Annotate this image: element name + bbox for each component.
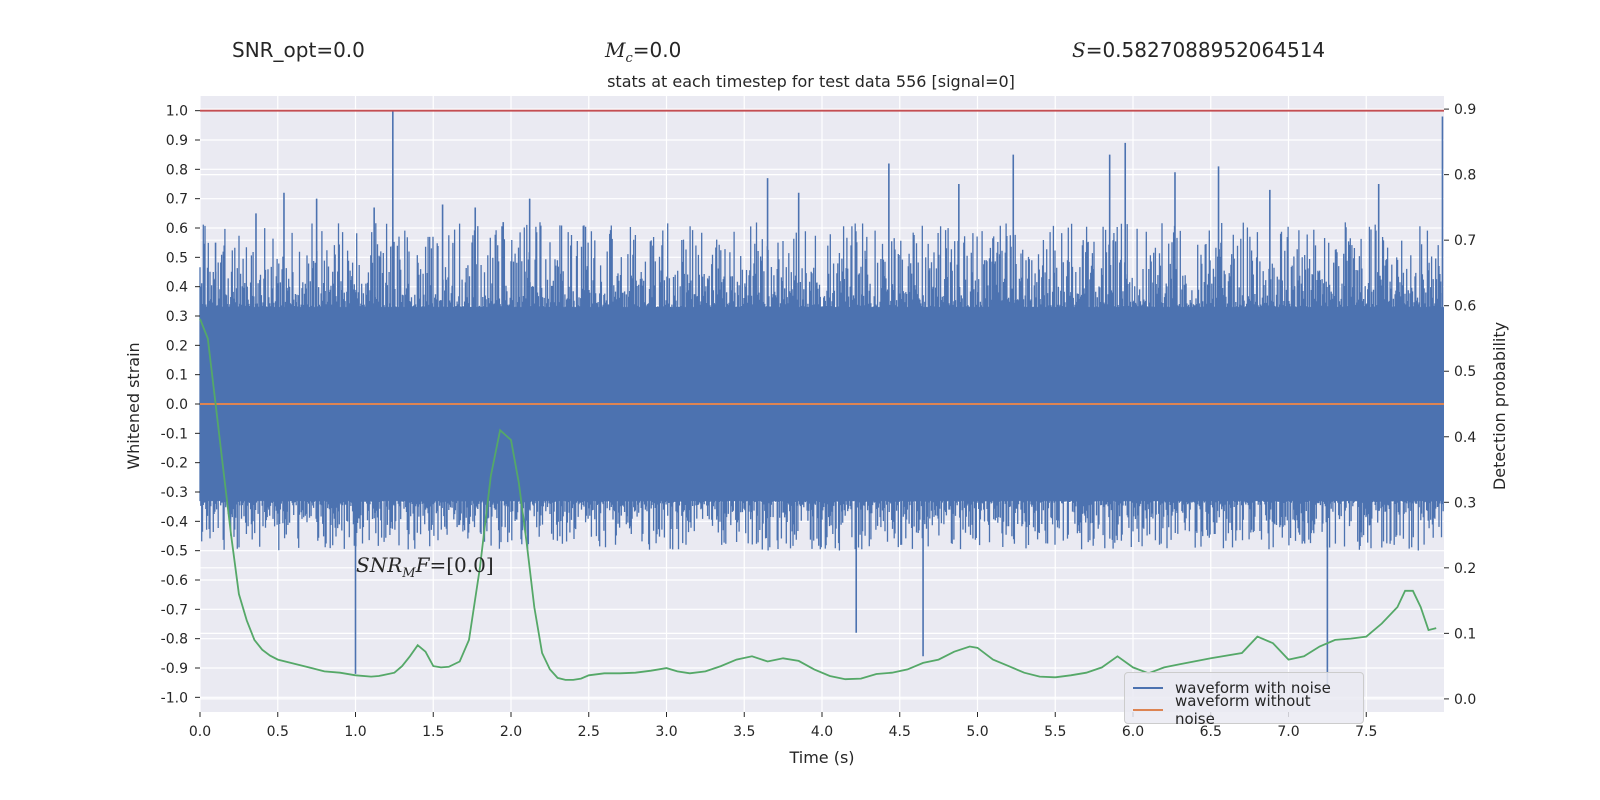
x-tick-label: 5.5 (1044, 724, 1066, 740)
legend-label-without-noise: waveform without noise (1174, 692, 1311, 728)
y-left-tick-labels: 1.0 0.9 0.8 0.7 0.6 0.5 0.4 0.3 0.2 0.1 0.0 -0.1 -0.… (161, 104, 200, 706)
y-left-axis-label: Whitened strain (124, 342, 143, 469)
y-right-tick-label: 0.6 (1454, 299, 1476, 315)
y-left-tick-label: 0.6 (166, 221, 188, 237)
y-left-tick-label: -0.4 (161, 514, 188, 530)
y-right-tick-label: 0.9 (1454, 102, 1476, 118)
x-tick-label: 0.5 (267, 724, 289, 740)
y-left-tick-label: 0.2 (166, 338, 188, 354)
y-right-tick-label: 0.0 (1454, 692, 1476, 708)
x-tick-label: 6.5 (1200, 724, 1222, 740)
y-right-tick-labels: 0.9 0.8 0.7 0.6 0.5 0.4 0.3 0.2 0.1 0.0 (1444, 102, 1476, 708)
y-right-axis-label: Detection probability (1490, 322, 1509, 490)
y-left-tick-label: -0.7 (161, 602, 188, 618)
s-statistic-label: S=0.5827088952064514 (1072, 38, 1325, 62)
y-left-tick-label: 1.0 (166, 104, 188, 120)
chirp-mass-label: Mc=0.0 (605, 38, 681, 66)
x-tick-label: 1.0 (344, 724, 366, 740)
y-left-tick-label: -0.3 (161, 485, 188, 501)
y-left-tick-label: -0.5 (161, 544, 188, 560)
y-left-tick-label: -0.9 (161, 661, 188, 677)
snr-mf-value: =[0.0] (429, 553, 494, 577)
x-tick-label: 5.0 (966, 724, 988, 740)
y-left-tick-label: 0.3 (166, 309, 188, 325)
y-left-tick-label: -0.6 (161, 573, 188, 589)
y-left-tick-label: 0.1 (166, 368, 188, 384)
x-tick-label: 7.0 (1277, 724, 1299, 740)
legend-swatch-with-noise (1133, 687, 1163, 689)
legend-item-with-noise: waveform with noise (1133, 677, 1355, 699)
x-tick-label: 3.5 (733, 724, 755, 740)
series-detection-probability (199, 318, 1437, 681)
snr-mf-tail: F (415, 553, 430, 577)
y-left-tick-label: -0.2 (161, 456, 188, 472)
x-axis-label: Time (s) (788, 748, 854, 767)
legend-swatch-without-noise (1133, 709, 1163, 711)
legend: waveform with noise waveform without noi… (1124, 672, 1364, 728)
snr-mf-base: SNR (356, 553, 403, 577)
legend-item-without-noise: waveform without noise (1133, 692, 1355, 728)
y-left-tick-label: -0.8 (161, 632, 188, 648)
y-right-tick-label: 0.5 (1454, 364, 1476, 380)
y-left-tick-label: 0.0 (166, 397, 188, 413)
y-right-tick-label: 0.7 (1454, 233, 1476, 249)
snr-mf-annotation: SNRMF=[0.0] (356, 553, 494, 581)
y-left-tick-label: 0.9 (166, 133, 188, 149)
x-tick-label: 2.0 (500, 724, 522, 740)
y-right-tick-label: 0.3 (1454, 495, 1476, 511)
x-tick-label: 4.0 (811, 724, 833, 740)
snr-mf-subscript: M (402, 566, 416, 581)
y-left-tick-label: 0.5 (166, 250, 188, 266)
x-tick-label: 4.5 (889, 724, 911, 740)
s-symbol: S (1072, 38, 1086, 62)
x-tick-label: 6.0 (1122, 724, 1144, 740)
y-right-tick-label: 0.1 (1454, 626, 1476, 642)
y-right-tick-label: 0.8 (1454, 168, 1476, 184)
y-left-tick-label: 0.8 (166, 162, 188, 178)
x-tick-label: 7.5 (1355, 724, 1377, 740)
legend-label-with-noise: waveform with noise (1175, 679, 1331, 697)
mc-symbol: M (605, 38, 626, 62)
y-left-tick-label: -0.1 (161, 426, 188, 442)
y-right-tick-label: 0.4 (1454, 430, 1476, 446)
s-value: =0.5827088952064514 (1085, 38, 1326, 62)
y-left-tick-label: 0.4 (166, 280, 188, 296)
snr-opt-label: SNR_opt=0.0 (232, 38, 365, 62)
chart-title: stats at each timestep for test data 556… (607, 72, 1015, 91)
series-lines (199, 109, 1444, 681)
x-tick-label: 2.5 (578, 724, 600, 740)
x-tick-label: 1.5 (422, 724, 444, 740)
x-tick-label: 0.0 (189, 724, 211, 740)
y-left-tick-label: -1.0 (161, 690, 188, 706)
y-right-tick-label: 0.2 (1454, 561, 1476, 577)
mc-subscript: c (625, 51, 633, 66)
y-left-tick-label: 0.7 (166, 192, 188, 208)
x-tick-label: 3.0 (655, 724, 677, 740)
mc-value: =0.0 (632, 38, 682, 62)
